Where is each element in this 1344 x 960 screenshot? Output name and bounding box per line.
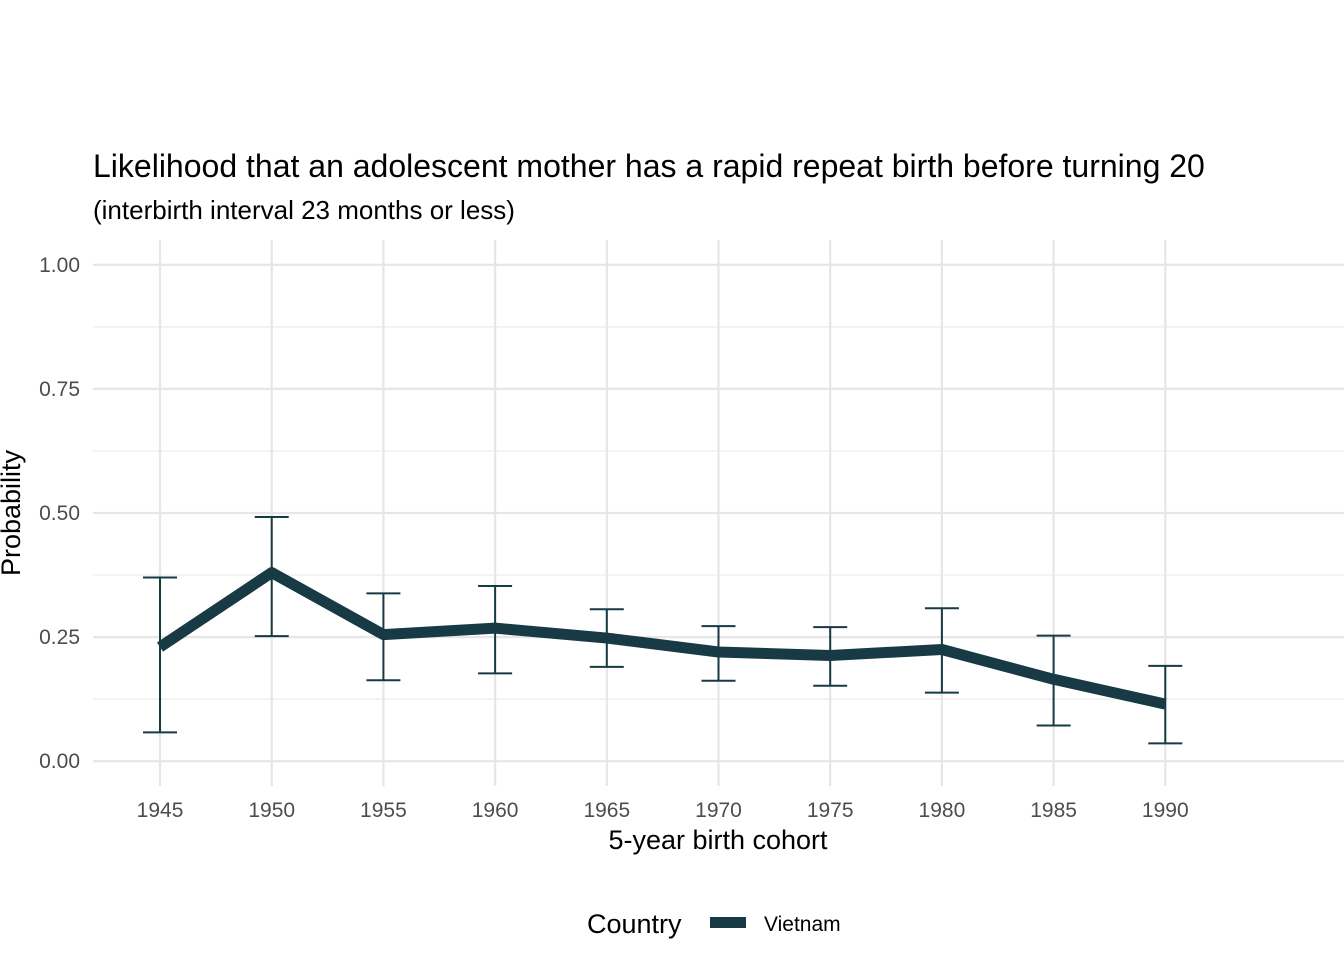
y-tick-label: 0.50 [39,502,80,525]
x-tick-label: 1950 [248,799,295,822]
y-axis-title: Probability [0,449,26,576]
y-tick-label: 0.25 [39,626,80,649]
x-tick-label: 1945 [137,799,184,822]
series-line-vietnam [156,567,1167,710]
x-tick-label: 1985 [1030,799,1077,822]
error-bars [143,515,1183,745]
x-tick-label: 1970 [695,799,742,822]
y-tick-label: 1.00 [39,254,80,277]
x-tick-label: 1990 [1142,799,1189,822]
series-lines [156,567,1167,710]
y-tick-label: 0.00 [39,750,80,773]
x-axis-ticks: 1945 1950 1955 1960 1965 1970 1975 1980 1985 1990 [137,799,1189,822]
legend-key-vietnam [710,917,746,928]
x-axis-title: 5-year birth cohort [608,825,828,855]
chart-subtitle: (interbirth interval 23 months or less) [93,195,515,225]
error-bar [143,576,178,734]
x-tick-label: 1955 [360,799,407,822]
legend: Country Vietnam [587,909,841,939]
x-tick-label: 1965 [583,799,630,822]
x-tick-label: 1960 [472,799,519,822]
error-bar [1148,664,1183,745]
chart-title: Likelihood that an adolescent mother has… [93,148,1205,184]
x-tick-label: 1975 [807,799,854,822]
x-tick-label: 1980 [919,799,966,822]
y-axis-ticks: 0.00 0.25 0.50 0.75 1.00 [39,254,80,773]
legend-title: Country [587,909,682,939]
y-tick-label: 0.75 [39,378,80,401]
legend-label-vietnam: Vietnam [764,913,841,936]
